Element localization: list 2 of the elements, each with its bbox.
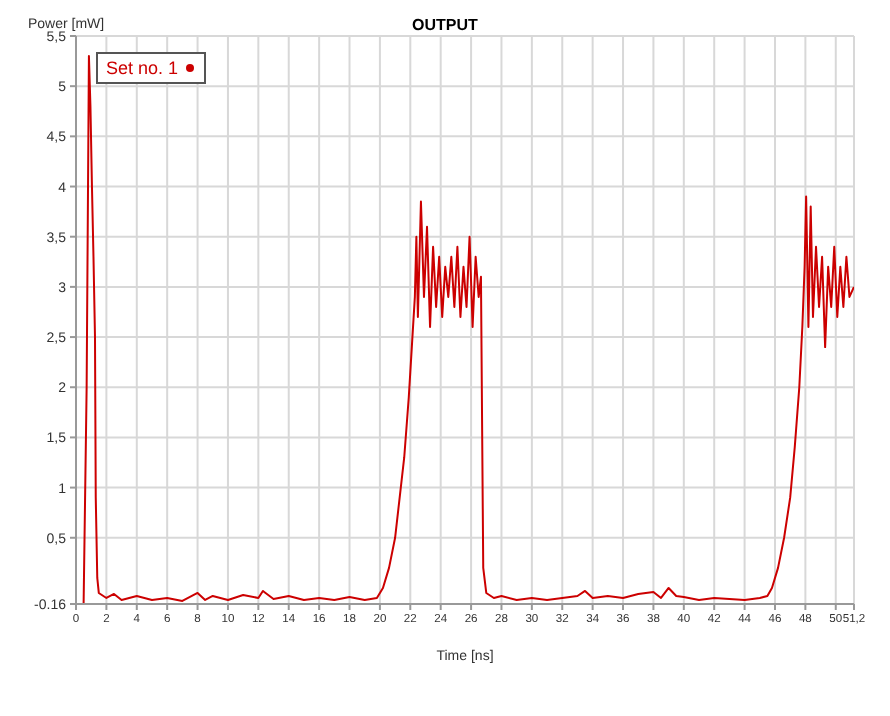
chart-title: OUTPUT — [412, 16, 478, 34]
legend-label: Set no. 1 — [106, 58, 181, 78]
